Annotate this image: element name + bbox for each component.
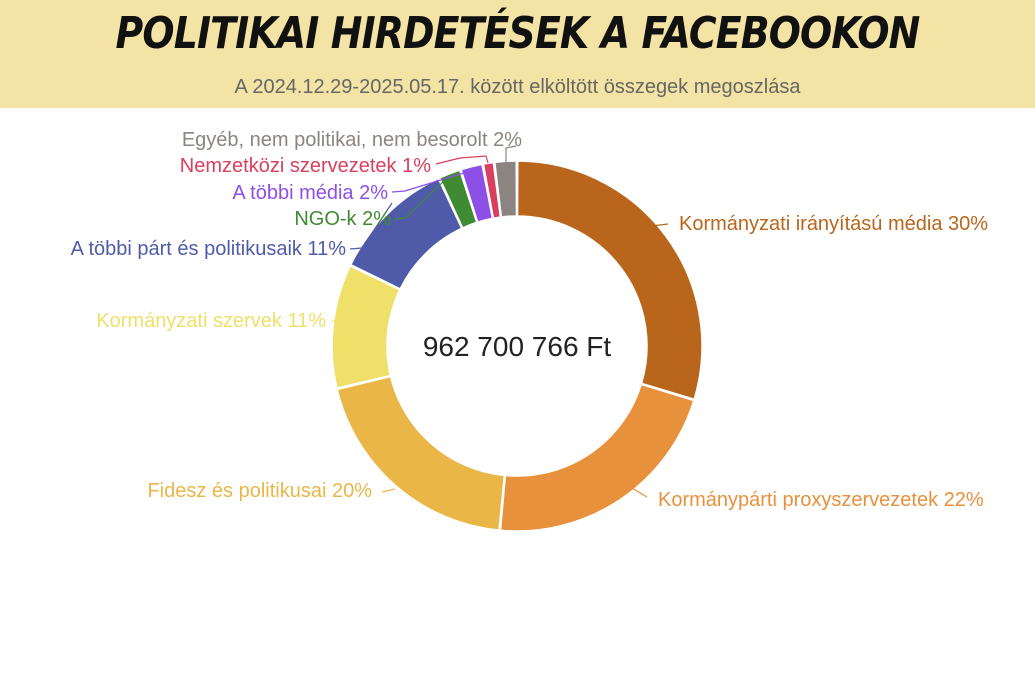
chart-subtitle: A 2024.12.29-2025.05.17. között elköltöt… [234, 76, 801, 98]
leader-line-6 [391, 170, 471, 193]
slice-label-6: A többi média 2% [232, 182, 388, 204]
leader-line-7 [435, 155, 489, 165]
donut-slice-3 [331, 265, 401, 389]
donut-slice-6 [460, 163, 494, 224]
slice-label-8: Egyéb, nem politikai, nem besorolt 2% [182, 129, 522, 151]
donut-slice-7 [482, 161, 502, 220]
slice-label-4: A többi párt és politikusaik 11% [71, 238, 347, 260]
slice-label-7: Nemzetközi szervezetek 1% [180, 155, 431, 177]
leader-line-1 [631, 487, 648, 498]
leader-line-0 [651, 223, 669, 227]
slice-label-3: Kormányzati szervek 11% [96, 310, 326, 332]
slice-label-0: Kormányzati irányítású média 30% [679, 213, 988, 235]
leader-line-2 [381, 488, 396, 493]
leader-line-8 [505, 145, 517, 163]
donut-slice-0 [516, 160, 703, 401]
donut-slice-8 [493, 160, 518, 218]
donut-slice-4 [349, 177, 463, 290]
leader-line-5 [393, 179, 446, 220]
header-band: POLITIKAI HIRDETÉSEK A FACEBOOKON A 2024… [0, 0, 1035, 108]
slice-label-2: Fidesz és politikusai 20% [147, 480, 372, 502]
donut-slice-1 [499, 383, 695, 532]
slice-label-5: NGO-k 2% [294, 208, 391, 230]
slice-label-1: Kormánypárti proxyszervezetek 22% [658, 489, 984, 511]
leader-line-4 [349, 202, 393, 250]
chart-title: POLITIKAI HIRDETÉSEK A FACEBOOKON [115, 8, 921, 59]
donut-slice-5 [438, 169, 478, 229]
center-total-label: 962 700 766 Ft [423, 331, 612, 362]
donut-slice-2 [336, 375, 506, 531]
